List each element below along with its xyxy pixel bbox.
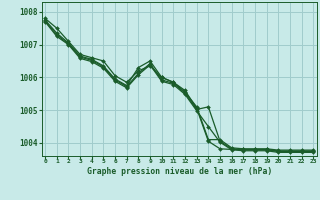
X-axis label: Graphe pression niveau de la mer (hPa): Graphe pression niveau de la mer (hPa): [87, 167, 272, 176]
